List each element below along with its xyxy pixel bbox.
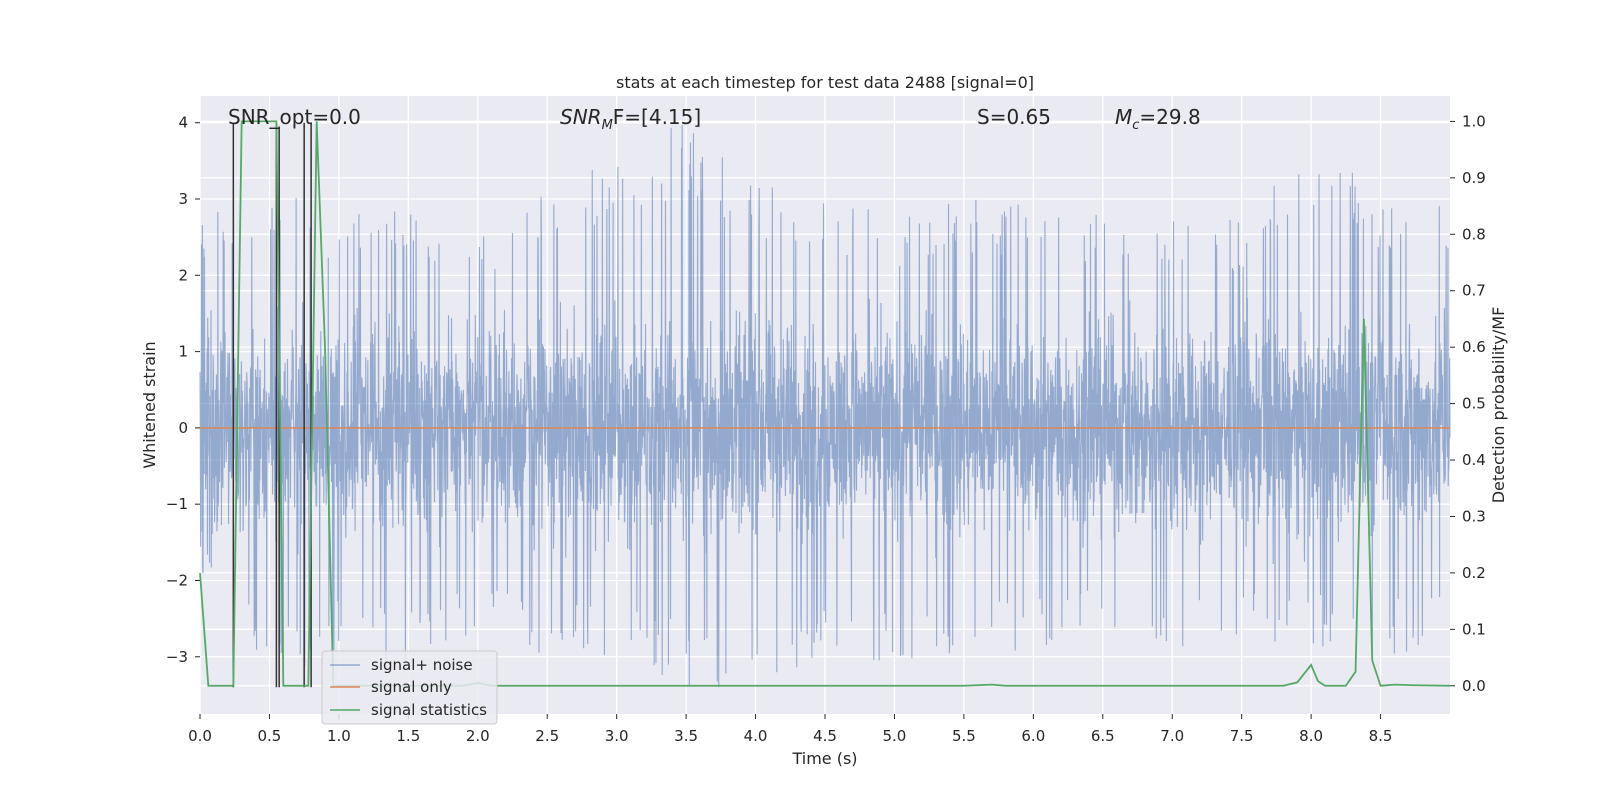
- y-left-tick-label: −2: [166, 571, 188, 589]
- annotation-snr-mf: SNRMF=[4.15]: [560, 105, 701, 133]
- y-left-tick-label: 3: [178, 190, 188, 208]
- y-right-axis-ticks: 0.0 0.1 0.2 0.3 0.4 0.5 0.6 0.7 0.8 0.9 1.0: [1450, 112, 1486, 695]
- y-left-axis-label: Whitened strain: [140, 341, 159, 468]
- y-left-tick-label: −3: [166, 648, 188, 666]
- x-tick-label: 2.5: [535, 727, 559, 745]
- y-right-axis-label: Detection probability/MF: [1489, 307, 1508, 504]
- legend-label-signal-statistics: signal statistics: [371, 701, 487, 719]
- x-tick-label: 6.0: [1021, 727, 1045, 745]
- annotation-snr-mf-base: SNR: [560, 105, 602, 129]
- legend-box: [321, 650, 498, 725]
- x-tick-label: 4.0: [744, 727, 768, 745]
- y-left-tick-label: 0: [178, 419, 188, 437]
- annotation-mc-sub: c: [1132, 118, 1139, 133]
- x-tick-label: 1.5: [396, 727, 420, 745]
- y-right-tick-label: 0.2: [1462, 564, 1486, 582]
- x-tick-label: 3.0: [605, 727, 629, 745]
- legend-label-signal-only: signal only: [371, 678, 452, 696]
- x-tick-label: 3.5: [674, 727, 698, 745]
- legend: signal+ noise signal only signal statist…: [321, 650, 498, 725]
- x-tick-label: 6.5: [1091, 727, 1115, 745]
- y-right-tick-label: 0.8: [1462, 225, 1486, 243]
- series-signal-noise: [199, 125, 1451, 688]
- signal-statistics-line: [199, 120, 1451, 687]
- annotation-s: S=0.65: [977, 105, 1051, 129]
- x-tick-label: 0.0: [188, 727, 212, 745]
- x-tick-label: 0.5: [258, 727, 282, 745]
- x-tick-label: 5.5: [952, 727, 976, 745]
- annotation-mc-rest: =29.8: [1139, 105, 1200, 129]
- y-right-tick-label: 0.5: [1462, 395, 1486, 413]
- y-right-tick-label: 0.4: [1462, 451, 1486, 469]
- annotation-mc: Mc=29.8: [1115, 105, 1201, 133]
- x-tick-label: 4.5: [813, 727, 837, 745]
- annotation-snr-mf-sub: M: [602, 118, 613, 133]
- y-right-tick-label: 0.3: [1462, 507, 1486, 525]
- series-signal-statistics: [199, 120, 1451, 687]
- x-tick-label: 7.0: [1160, 727, 1184, 745]
- y-left-tick-label: 2: [178, 266, 188, 284]
- x-tick-label: 8.0: [1299, 727, 1323, 745]
- x-tick-label: 5.0: [883, 727, 907, 745]
- x-tick-label: 2.0: [466, 727, 490, 745]
- legend-label-signal-noise: signal+ noise: [371, 656, 473, 674]
- x-tick-label: 8.5: [1369, 727, 1393, 745]
- annotation-snr-mf-rest: F=[4.15]: [613, 105, 701, 129]
- y-left-tick-label: −1: [166, 495, 188, 513]
- y-right-tick-label: 0.6: [1462, 338, 1486, 356]
- annotation-mc-base: M: [1115, 105, 1132, 129]
- chart-title: stats at each timestep for test data 248…: [616, 73, 1034, 92]
- y-right-tick-label: 0.9: [1462, 169, 1486, 187]
- noise-line: [199, 125, 1451, 688]
- x-tick-label: 7.5: [1230, 727, 1254, 745]
- y-left-tick-label: 1: [178, 343, 188, 361]
- y-left-tick-label: 4: [178, 114, 188, 132]
- y-right-tick-label: 0.7: [1462, 282, 1486, 300]
- y-right-tick-label: 0.1: [1462, 620, 1486, 638]
- y-right-tick-label: 1.0: [1462, 112, 1486, 130]
- y-right-tick-label: 0.0: [1462, 677, 1486, 695]
- x-axis-label: Time (s): [791, 749, 857, 768]
- x-axis-ticks: 0.0 0.5 1.0 1.5 2.0 2.5 3.0 3.5 4.0 4.5 5.0 5.5 6.0 6…: [188, 714, 1392, 745]
- annotation-snr-opt: SNR_opt=0.0: [228, 105, 361, 129]
- x-tick-label: 1.0: [327, 727, 351, 745]
- y-left-axis-ticks: −3 −2 −1 0 1 2 3 4: [166, 114, 200, 666]
